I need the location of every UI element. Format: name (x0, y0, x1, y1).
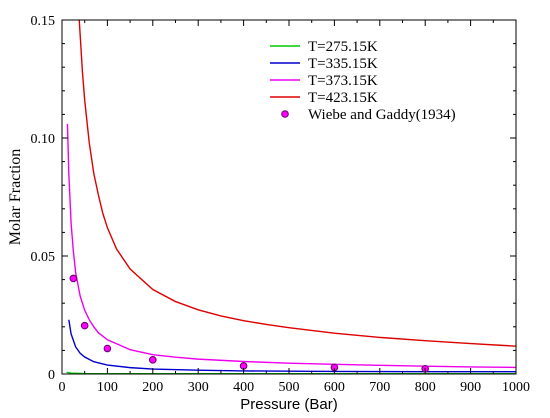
legend-label: T=275.15K (308, 39, 378, 55)
legend-label: T=373.15K (308, 73, 378, 89)
axis-ticks (61, 19, 517, 375)
x-tick-label: 100 (97, 380, 118, 395)
y-tick-label: 0.05 (31, 250, 56, 265)
x-tick-label: 900 (460, 380, 481, 395)
scatter-points (69, 274, 430, 373)
legend: T=275.15KT=335.15KT=373.15KT=423.15KWieb… (270, 39, 456, 123)
series-line-3 (78, 20, 516, 347)
x-tick-label: 1000 (502, 380, 530, 395)
y-tick-label: 0.10 (31, 132, 56, 147)
tick-labels: 0 100 200 300 400 500 600 700 800 900 1000 0 0.05 0.1… (31, 14, 531, 395)
legend-marker (281, 110, 289, 118)
data-point (149, 356, 157, 364)
y-axis-label: Molar Fraction (7, 149, 24, 245)
x-tick-label: 0 (59, 380, 66, 395)
x-tick-label: 200 (142, 380, 163, 395)
data-point (80, 321, 89, 330)
x-tick-label: 300 (188, 380, 209, 395)
series-line-2 (66, 123, 516, 369)
y-tick-label: 0.15 (31, 14, 56, 29)
x-axis-label: Pressure (Bar) (240, 396, 338, 413)
legend-label: T=335.15K (308, 56, 378, 72)
data-point (103, 344, 112, 353)
x-tick-label: 400 (233, 380, 254, 395)
legend-label: T=423.15K (308, 90, 378, 106)
y-tick-label: 0 (48, 368, 55, 383)
legend-label: Wiebe and Gaddy(1934) (308, 107, 456, 123)
x-tick-label: 500 (279, 380, 300, 395)
x-tick-label: 700 (369, 380, 390, 395)
x-tick-label: 800 (415, 380, 436, 395)
x-tick-label: 600 (324, 380, 345, 395)
data-point (69, 274, 78, 283)
